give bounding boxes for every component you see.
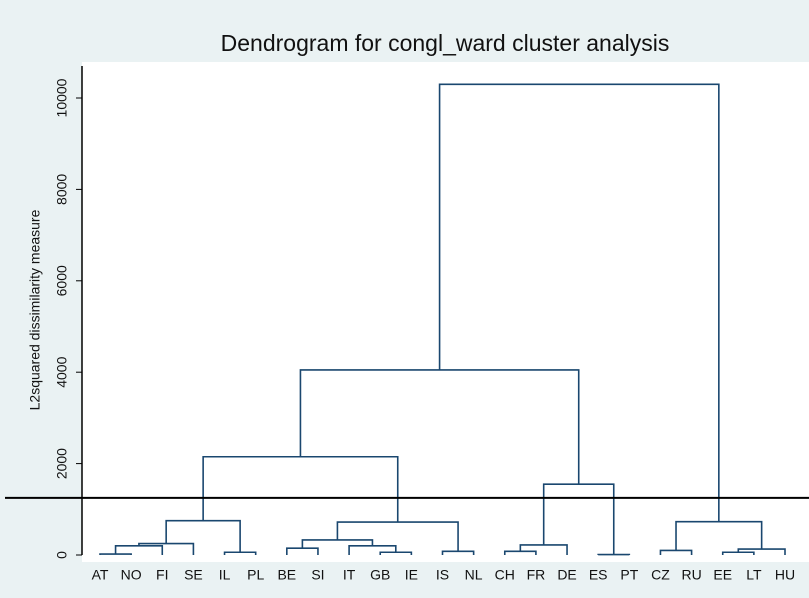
dendrogram-link: [503, 550, 537, 555]
y-tick-label: 0: [54, 551, 70, 559]
dendrogram-link: [223, 551, 257, 555]
dendrogram-link: [114, 545, 164, 555]
leaf-label: LT: [746, 567, 762, 583]
y-axis-label: L2squared dissimilarity measure: [27, 209, 43, 410]
leaf-label: IE: [405, 567, 418, 583]
dendrogram-link: [301, 539, 374, 549]
y-tick-label: 2000: [54, 448, 70, 479]
leaf-label: IT: [343, 567, 356, 583]
leaf-label: HU: [775, 567, 795, 583]
leaf-label: SI: [311, 567, 324, 583]
leaf-label: AT: [92, 567, 109, 583]
dendrogram-link: [659, 549, 693, 555]
y-tick-label: 6000: [54, 265, 70, 296]
dendrogram-link: [519, 544, 568, 555]
dendrogram-link: [138, 542, 195, 555]
leaf-label: GB: [370, 567, 390, 583]
leaf-label: PT: [620, 567, 638, 583]
leaf-label: CH: [495, 567, 515, 583]
leaf-label: BE: [277, 567, 296, 583]
y-tick-label: 4000: [54, 356, 70, 387]
leaf-label: SE: [184, 567, 203, 583]
dendrogram-link: [99, 553, 132, 555]
leaf-label: PL: [247, 567, 264, 583]
dendrogram-link: [441, 550, 475, 555]
dendrogram-link: [286, 547, 319, 555]
y-tick-label: 8000: [54, 174, 70, 205]
plot-area: [82, 62, 809, 562]
leaf-label: NO: [121, 567, 142, 583]
leaf-label: DE: [557, 567, 576, 583]
dendrogram-link: [379, 551, 413, 555]
leaf-label: FR: [527, 567, 546, 583]
dendrogram-link: [348, 545, 397, 555]
leaf-label: IL: [219, 567, 231, 583]
dendrogram-link: [202, 455, 399, 523]
dendrogram-link: [438, 83, 720, 522]
dendrogram-link: [721, 551, 755, 555]
leaf-label: FI: [156, 567, 168, 583]
leaf-label: RU: [681, 567, 701, 583]
chart-title: Dendrogram for congl_ward cluster analys…: [221, 30, 670, 56]
leaf-label: NL: [465, 567, 483, 583]
dendrogram-link: [542, 483, 615, 555]
leaf-label: EE: [713, 567, 732, 583]
leaf-label: CZ: [651, 567, 670, 583]
dendrogram-link: [737, 548, 786, 555]
leaf-label: ES: [589, 567, 608, 583]
leaf-label: IS: [436, 567, 449, 583]
y-tick-label: 10000: [54, 78, 70, 117]
